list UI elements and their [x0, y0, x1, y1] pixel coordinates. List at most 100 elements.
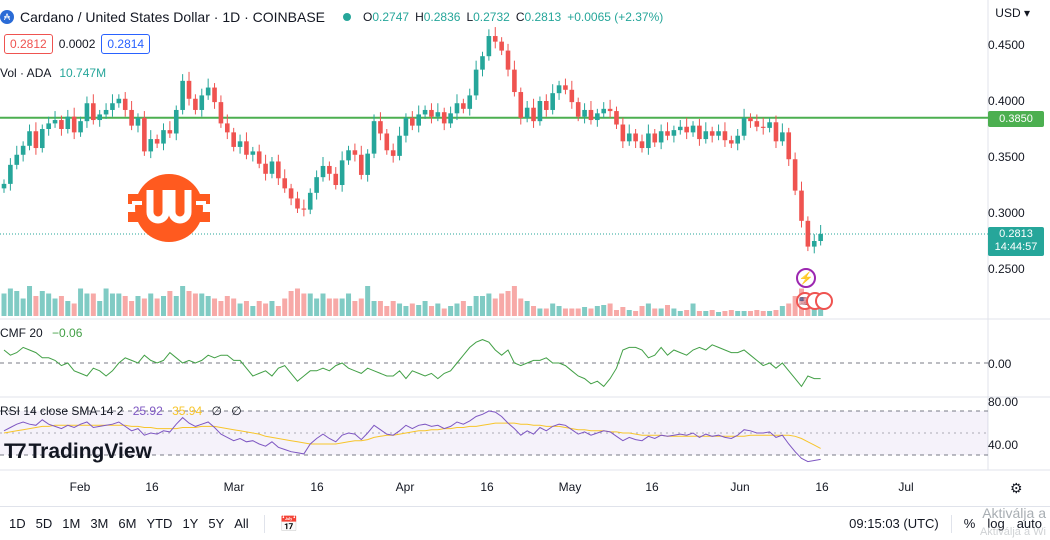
price-chart[interactable] [0, 0, 1050, 506]
currency-selector[interactable]: USD ▾ [995, 6, 1030, 20]
x-tick-0: Feb [69, 480, 91, 494]
percent-toggle[interactable]: % [963, 516, 976, 531]
candle-body [518, 92, 524, 118]
cmf-line [3, 339, 821, 388]
volume-bar [480, 296, 485, 316]
candle-body [288, 188, 294, 199]
rsi-value: 25.92 [132, 404, 163, 418]
timeframe-1y[interactable]: 1Y [182, 516, 199, 531]
x-tick-9: 16 [815, 480, 829, 494]
volume-bar [703, 311, 709, 316]
y-tick-1: 0.4000 [988, 94, 1025, 108]
timeframe-1d[interactable]: 1D [9, 516, 26, 531]
volume-bar [7, 288, 13, 316]
volume-label: Vol · ADA [0, 66, 52, 80]
volume-bar [524, 301, 530, 316]
rsi-line [3, 410, 821, 463]
volume-bar [65, 301, 71, 316]
tradingview-logo[interactable]: T7 TradingView [4, 440, 152, 464]
candle-body [91, 103, 96, 121]
volume-bar [269, 301, 275, 316]
candle-body [14, 154, 20, 165]
volume-bar [511, 286, 517, 316]
volume-bar [728, 310, 734, 316]
volume-bar [250, 306, 256, 316]
candle-body [180, 80, 185, 110]
volume-bar [365, 286, 371, 316]
candle-body [684, 126, 689, 133]
x-tick-5: 16 [480, 480, 494, 494]
candle-body [486, 36, 492, 57]
auto-toggle[interactable]: auto [1016, 516, 1042, 531]
candle-body [811, 241, 817, 247]
volume-bar [760, 311, 766, 316]
timeframe-1m[interactable]: 1M [62, 516, 81, 531]
volume-bar [46, 293, 52, 316]
candle-body [129, 109, 134, 126]
candle-body [601, 108, 607, 114]
candle-body [748, 117, 753, 122]
volume-bar [467, 306, 473, 316]
rsi-legend: RSI 14 close SMA 14 2 25.92 35.94 ∅ ∅ [0, 404, 242, 418]
cmf-legend: CMF 20 −0.06 [0, 326, 82, 340]
y-tick-2: 0.3500 [988, 150, 1025, 164]
event-marker-icon-3[interactable] [815, 292, 833, 310]
candle-body [250, 151, 256, 155]
volume-bar [1, 293, 7, 316]
volume-bar [141, 298, 147, 316]
sell-price-button[interactable]: 0.2812 [4, 34, 53, 54]
volume-bar [626, 310, 632, 316]
timeframe-6m[interactable]: 6M [118, 516, 137, 531]
candle-body [333, 173, 339, 185]
candle-body [550, 93, 555, 110]
lightning-event-icon[interactable]: ⚡ [796, 268, 816, 288]
timeframe-all[interactable]: All [234, 516, 249, 531]
volume-bar [811, 306, 817, 316]
chart-settings-icon[interactable]: ⚙ [1010, 480, 1023, 496]
timeframe-ytd[interactable]: YTD [146, 516, 173, 531]
rsi-axis-hi: 80.00 [988, 395, 1019, 409]
candle-body [429, 109, 434, 117]
volume-bar [543, 308, 549, 316]
candle-body [441, 112, 447, 124]
timeframe-3m[interactable]: 3M [90, 516, 109, 531]
candle-body [237, 141, 243, 147]
timeframe-5d[interactable]: 5D [35, 516, 53, 531]
log-toggle[interactable]: log [987, 516, 1005, 531]
candle-body [142, 117, 147, 152]
last-price-value: 0.2813 [999, 228, 1033, 240]
volume-bar [358, 298, 364, 316]
candle-body [792, 159, 798, 191]
buy-price-button[interactable]: 0.2814 [101, 34, 151, 54]
chart-header: ₳ Cardano / United States Dollar · 1D · … [0, 6, 669, 28]
volume-bar [677, 311, 683, 316]
volume-bar [109, 293, 115, 316]
volume-bar [78, 288, 84, 316]
volume-bar [671, 308, 677, 316]
volume-bar [116, 293, 122, 316]
candle-body [677, 126, 683, 131]
volume-bar [122, 296, 128, 316]
candle-body [709, 131, 715, 136]
goto-date-icon[interactable]: 📅 [279, 515, 299, 533]
volume-bar [161, 296, 166, 316]
volume-bar [288, 291, 294, 316]
volume-bar [39, 291, 45, 316]
candle-body [390, 150, 396, 156]
volume-bar [403, 306, 409, 316]
clock-time[interactable]: 09:15:03 (UTC) [849, 516, 939, 531]
candle-body [378, 121, 383, 134]
candle-body [658, 131, 664, 143]
cardano-icon: ₳ [0, 10, 14, 24]
rsi-ma-value: 35.94 [172, 404, 203, 418]
volume-bar [333, 298, 339, 316]
timeframe-5y[interactable]: 5Y [208, 516, 225, 531]
volume-bar [384, 306, 390, 316]
volume-bar [301, 293, 307, 316]
candle-body [652, 133, 658, 143]
bottom-toolbar: 1D 5D 1M 3M 6M YTD 1Y 5Y All 📅 09:15:03 … [0, 506, 1050, 540]
volume-bar [550, 303, 556, 316]
candle-body [122, 98, 128, 110]
symbol-title[interactable]: Cardano / United States Dollar · 1D · CO… [20, 9, 326, 25]
candle-body [116, 98, 122, 104]
